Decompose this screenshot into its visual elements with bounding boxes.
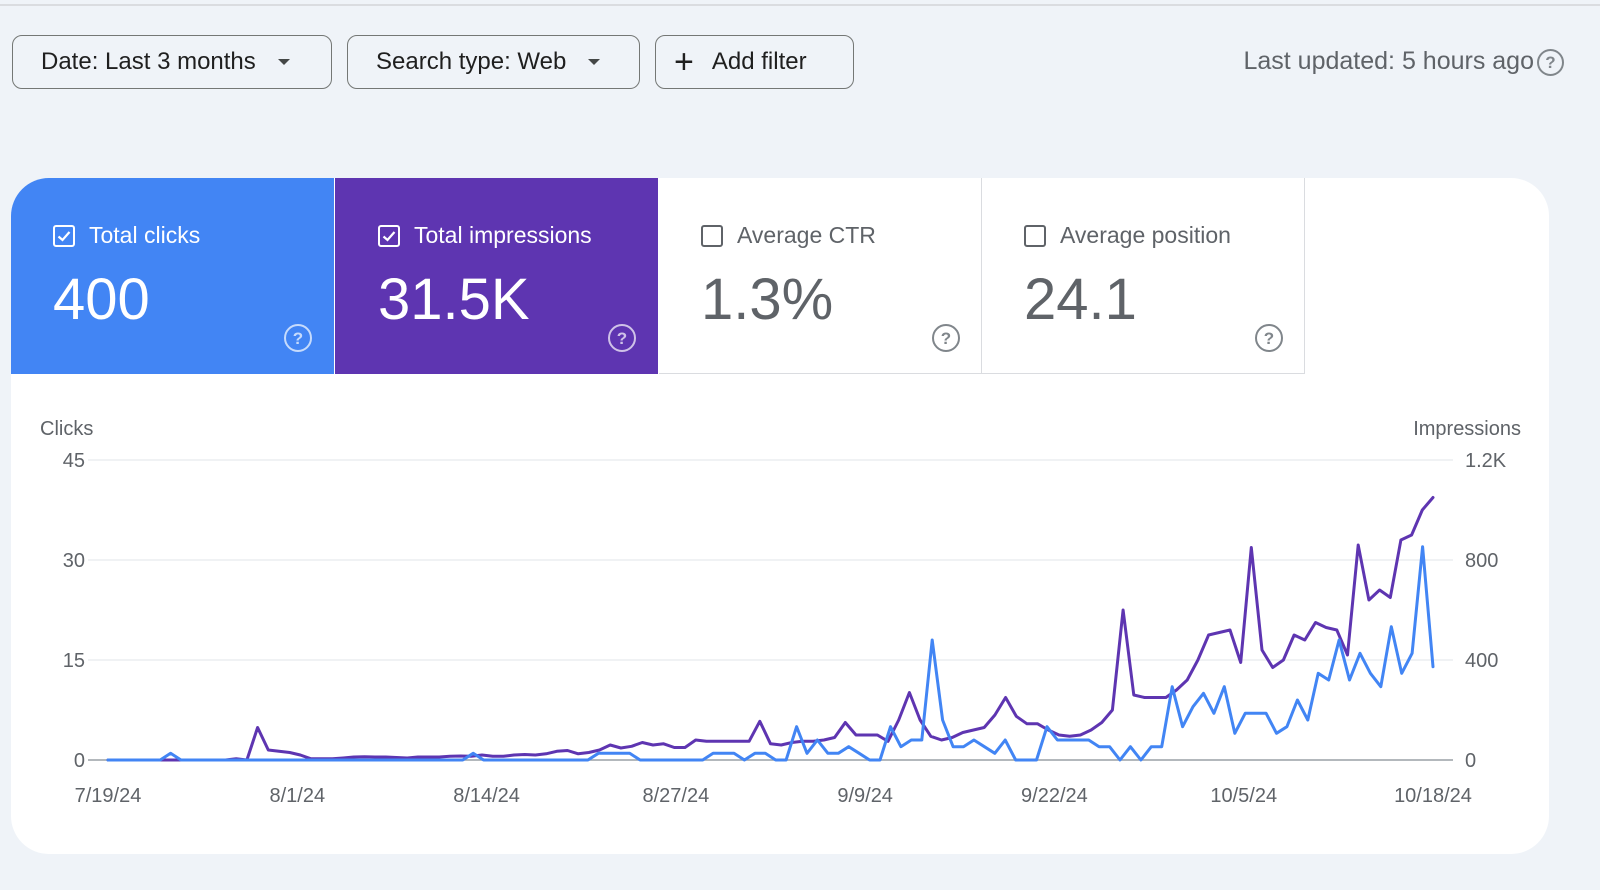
metric-value: 24.1 — [1024, 267, 1137, 332]
metric-label: Total impressions — [414, 222, 592, 248]
grid-lines — [88, 459, 1453, 761]
help-circle-icon[interactable]: ? — [1255, 324, 1283, 352]
metric-average-ctr[interactable]: Average CTR 1.3% ? — [659, 178, 982, 374]
help-circle-icon[interactable]: ? — [1537, 49, 1564, 76]
right-axis-title: Impressions — [1413, 418, 1521, 440]
help-circle-icon[interactable]: ? — [608, 324, 636, 352]
left-axis-ticks: 0 15 30 45 — [63, 450, 85, 772]
help-circle-icon[interactable]: ? — [284, 324, 312, 352]
left-axis-title: Clicks — [40, 418, 93, 440]
checkbox-checked-icon[interactable] — [53, 224, 75, 247]
x-axis-tick-label: 7/19/24 — [75, 785, 142, 807]
left-axis-tick-label: 30 — [63, 550, 85, 572]
right-axis-ticks: 0 400 800 1.2K — [1465, 450, 1507, 772]
metric-total-clicks[interactable]: Total clicks 400 ? — [11, 178, 334, 374]
last-updated-text: Last updated: 5 hours ago — [1243, 47, 1534, 75]
metric-total-impressions[interactable]: Total impressions 31.5K ? — [335, 178, 658, 374]
right-axis-tick-label: 1.2K — [1465, 450, 1507, 472]
chart-series — [106, 496, 1435, 762]
x-axis-ticks: 7/19/24 8/1/24 8/14/24 8/27/24 9/9/24 9/22/24… — [75, 785, 1472, 807]
x-axis-tick-label: 10/5/24 — [1210, 785, 1277, 807]
performance-card: Total clicks 400 ? Total impressions 31.… — [11, 178, 1549, 854]
metric-value: 400 — [53, 267, 150, 332]
help-circle-icon[interactable]: ? — [932, 324, 960, 352]
search-type-chip[interactable]: Search type: Web — [347, 35, 640, 89]
metric-label: Total clicks — [89, 222, 201, 248]
plus-icon: + — [674, 43, 694, 81]
top-divider — [0, 4, 1600, 6]
add-filter-button[interactable]: + Add filter — [655, 35, 854, 89]
x-axis-tick-label: 10/18/24 — [1394, 785, 1472, 807]
left-axis-tick-label: 15 — [63, 650, 85, 672]
x-axis-tick-label: 9/9/24 — [837, 785, 893, 807]
right-axis-tick-label: 400 — [1465, 650, 1498, 672]
metric-average-position[interactable]: Average position 24.1 ? — [982, 178, 1305, 374]
left-axis-tick-label: 0 — [74, 750, 85, 772]
right-axis-tick-label: 0 — [1465, 750, 1476, 772]
clicks-series-line — [106, 545, 1435, 762]
search-type-label: Search type: Web — [376, 48, 567, 75]
filter-toolbar: Date: Last 3 months Search type: Web + A… — [12, 35, 1588, 92]
caret-down-icon — [277, 59, 290, 65]
x-axis-tick-label: 9/22/24 — [1021, 785, 1088, 807]
metric-label: Average position — [1060, 222, 1231, 248]
metric-value: 1.3% — [701, 267, 834, 332]
x-axis-tick-label: 8/27/24 — [642, 785, 709, 807]
checkbox-unchecked-icon[interactable] — [701, 224, 723, 247]
impressions-series-line — [106, 496, 1435, 762]
metric-label: Average CTR — [737, 222, 876, 248]
date-filter-chip[interactable]: Date: Last 3 months — [12, 35, 332, 89]
x-axis-tick-label: 8/1/24 — [269, 785, 325, 807]
performance-chart[interactable]: Clicks Impressions 0 15 30 45 0 400 800 1.2K 7… — [11, 374, 1549, 854]
checkbox-checked-icon[interactable] — [378, 224, 400, 247]
left-axis-tick-label: 45 — [63, 450, 85, 472]
add-filter-label: Add filter — [711, 48, 807, 75]
right-axis-tick-label: 800 — [1465, 550, 1498, 572]
checkbox-unchecked-icon[interactable] — [1024, 224, 1046, 247]
date-filter-label: Date: Last 3 months — [41, 48, 256, 75]
x-axis-tick-label: 8/14/24 — [453, 785, 520, 807]
metric-value: 31.5K — [378, 267, 530, 332]
caret-down-icon — [588, 59, 601, 65]
